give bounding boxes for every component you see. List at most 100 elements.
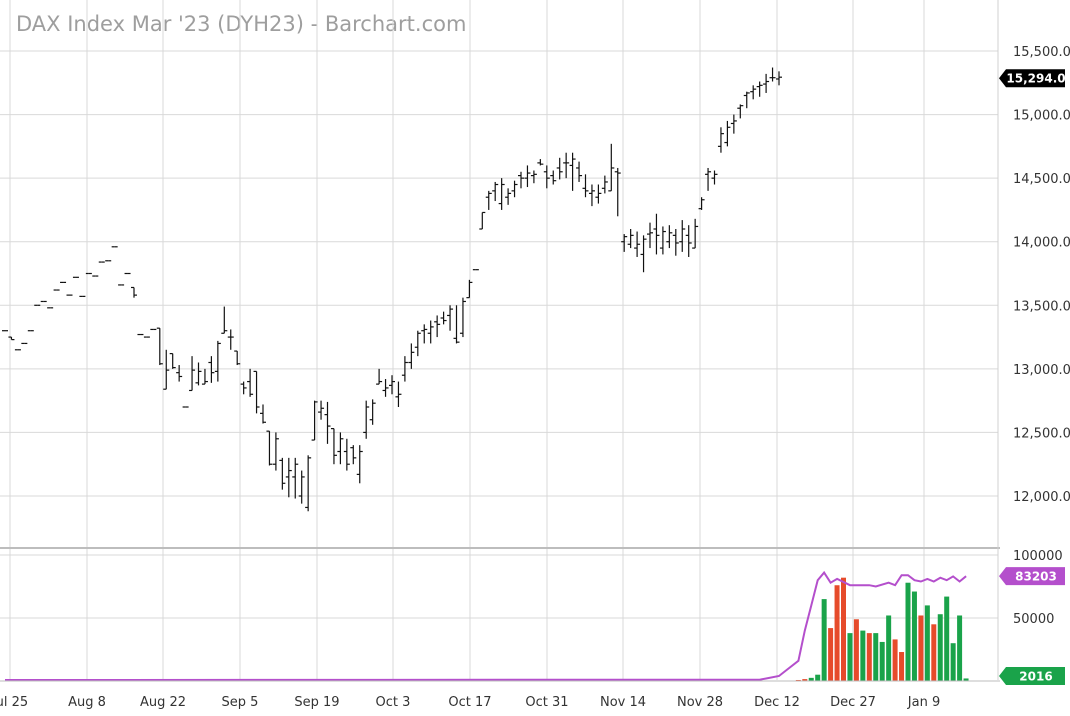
ohlc-bar	[369, 399, 376, 425]
volume-bar	[937, 614, 943, 681]
ohlc-bar	[737, 104, 744, 119]
ohlc-bar	[498, 178, 505, 210]
volume-tick-label: 50000	[1013, 612, 1054, 627]
ohlc-bar	[163, 349, 170, 390]
ohlc-bar	[582, 174, 589, 198]
ohlc-bar	[485, 190, 492, 210]
volume-bar	[834, 585, 840, 681]
ohlc-bar	[569, 152, 576, 191]
ohlc-bar	[530, 170, 537, 184]
ohlc-bar	[318, 400, 325, 420]
ohlc-bar	[730, 114, 737, 134]
ohlc-bar	[279, 457, 286, 490]
volume-bar	[950, 643, 956, 681]
ohlc-bar	[311, 400, 318, 441]
x-tick-label: Jan 9	[907, 695, 940, 710]
ohlc-bar	[156, 327, 163, 366]
volume-bar	[853, 619, 859, 681]
ohlc-bar	[189, 356, 196, 392]
ohlc-bar	[214, 340, 221, 382]
ohlc-bar	[466, 279, 473, 299]
ohlc-bar	[260, 404, 266, 424]
x-tick-label: Aug 22	[140, 695, 186, 710]
x-tick-label: Aug 8	[68, 695, 106, 710]
ohlc-bar	[440, 311, 447, 325]
x-tick-label: Nov 28	[677, 695, 723, 710]
ohlc-bar	[201, 368, 208, 385]
ohlc-bar	[292, 457, 299, 499]
ohlc-bar	[253, 370, 260, 414]
volume-bar	[944, 596, 950, 681]
ohlc-bar	[640, 235, 647, 273]
volume-bar	[873, 633, 879, 681]
ohlc-bar	[769, 67, 776, 82]
volume-bar	[924, 605, 930, 681]
ohlc-bar	[743, 91, 750, 109]
price-tick-label: 12,500.0	[1013, 426, 1070, 441]
ohlc-bar	[176, 365, 183, 382]
volume-badge-shape	[999, 667, 1065, 685]
price-tick-label: 14,500.0	[1013, 172, 1070, 187]
ohlc-bar	[221, 306, 228, 334]
price-tick-label: 13,500.0	[1013, 299, 1070, 314]
chart-title: DAX Index Mar '23 (DYH23) - Barchart.com	[16, 12, 467, 36]
volume-bar	[821, 599, 827, 681]
ohlc-bar	[524, 165, 531, 188]
volume-bar	[886, 615, 892, 681]
ohlc-bar	[401, 356, 408, 382]
ohlc-bar	[563, 152, 570, 179]
volume-bar	[918, 615, 924, 681]
grid-lines	[0, 0, 998, 680]
ohlc-bar	[453, 305, 460, 344]
ohlc-bar	[621, 234, 628, 252]
ohlc-bar	[666, 225, 673, 249]
ohlc-bar	[337, 432, 344, 465]
ohlc-bar	[421, 324, 428, 344]
open-interest-badge-shape	[999, 567, 1065, 586]
volume-bar	[860, 630, 866, 681]
ohlc-bar	[685, 225, 692, 257]
volume-bar	[911, 591, 917, 681]
ohlc-bar	[298, 470, 305, 504]
volume-bar	[828, 628, 834, 681]
ohlc-bar	[717, 127, 724, 153]
ohlc-bar	[356, 445, 363, 484]
volume-bar	[879, 641, 885, 681]
ohlc-bar	[601, 175, 608, 194]
ohlc-bar	[434, 315, 441, 338]
volume-bar	[795, 679, 801, 681]
price-tick-label: 15,500.0	[1013, 45, 1070, 60]
x-tick-label: Oct 17	[448, 695, 491, 710]
ohlc-bar	[659, 226, 666, 255]
ohlc-bar	[234, 350, 241, 366]
ohlc-bar	[614, 167, 621, 217]
ohlc-bar	[395, 381, 402, 407]
ohlc-bar	[653, 213, 660, 255]
volume-badge: 2016	[999, 667, 1065, 685]
volume-bar	[931, 624, 937, 681]
volume-bar	[899, 652, 905, 681]
ohlc-bar	[169, 353, 176, 369]
ohlc-bar	[8, 336, 15, 341]
ohlc-bar	[634, 231, 641, 257]
ohlc-bar	[343, 438, 350, 471]
ohlc-bar	[550, 170, 557, 185]
x-tick-label: Jul 25	[0, 695, 28, 710]
ohlc-bar	[208, 356, 215, 383]
ohlc-bar	[556, 157, 563, 180]
x-tick-label: Dec 27	[830, 695, 876, 710]
ohlc-bar	[505, 188, 512, 205]
open-interest-badge: 83203	[999, 567, 1065, 586]
volume-tick-label: 100000	[1013, 549, 1063, 564]
volume-bar	[808, 677, 814, 681]
open-interest-line	[4, 570, 967, 681]
ohlc-bar	[576, 161, 583, 182]
volume-bar	[892, 639, 898, 681]
open-interest-badge-label: 83203	[1015, 570, 1057, 584]
ohlc-bar	[350, 445, 357, 465]
ohlc-bar	[511, 180, 518, 198]
x-tick-label: Oct 31	[525, 695, 568, 710]
ohlc-bar	[698, 197, 705, 210]
volume-bar	[905, 582, 911, 681]
